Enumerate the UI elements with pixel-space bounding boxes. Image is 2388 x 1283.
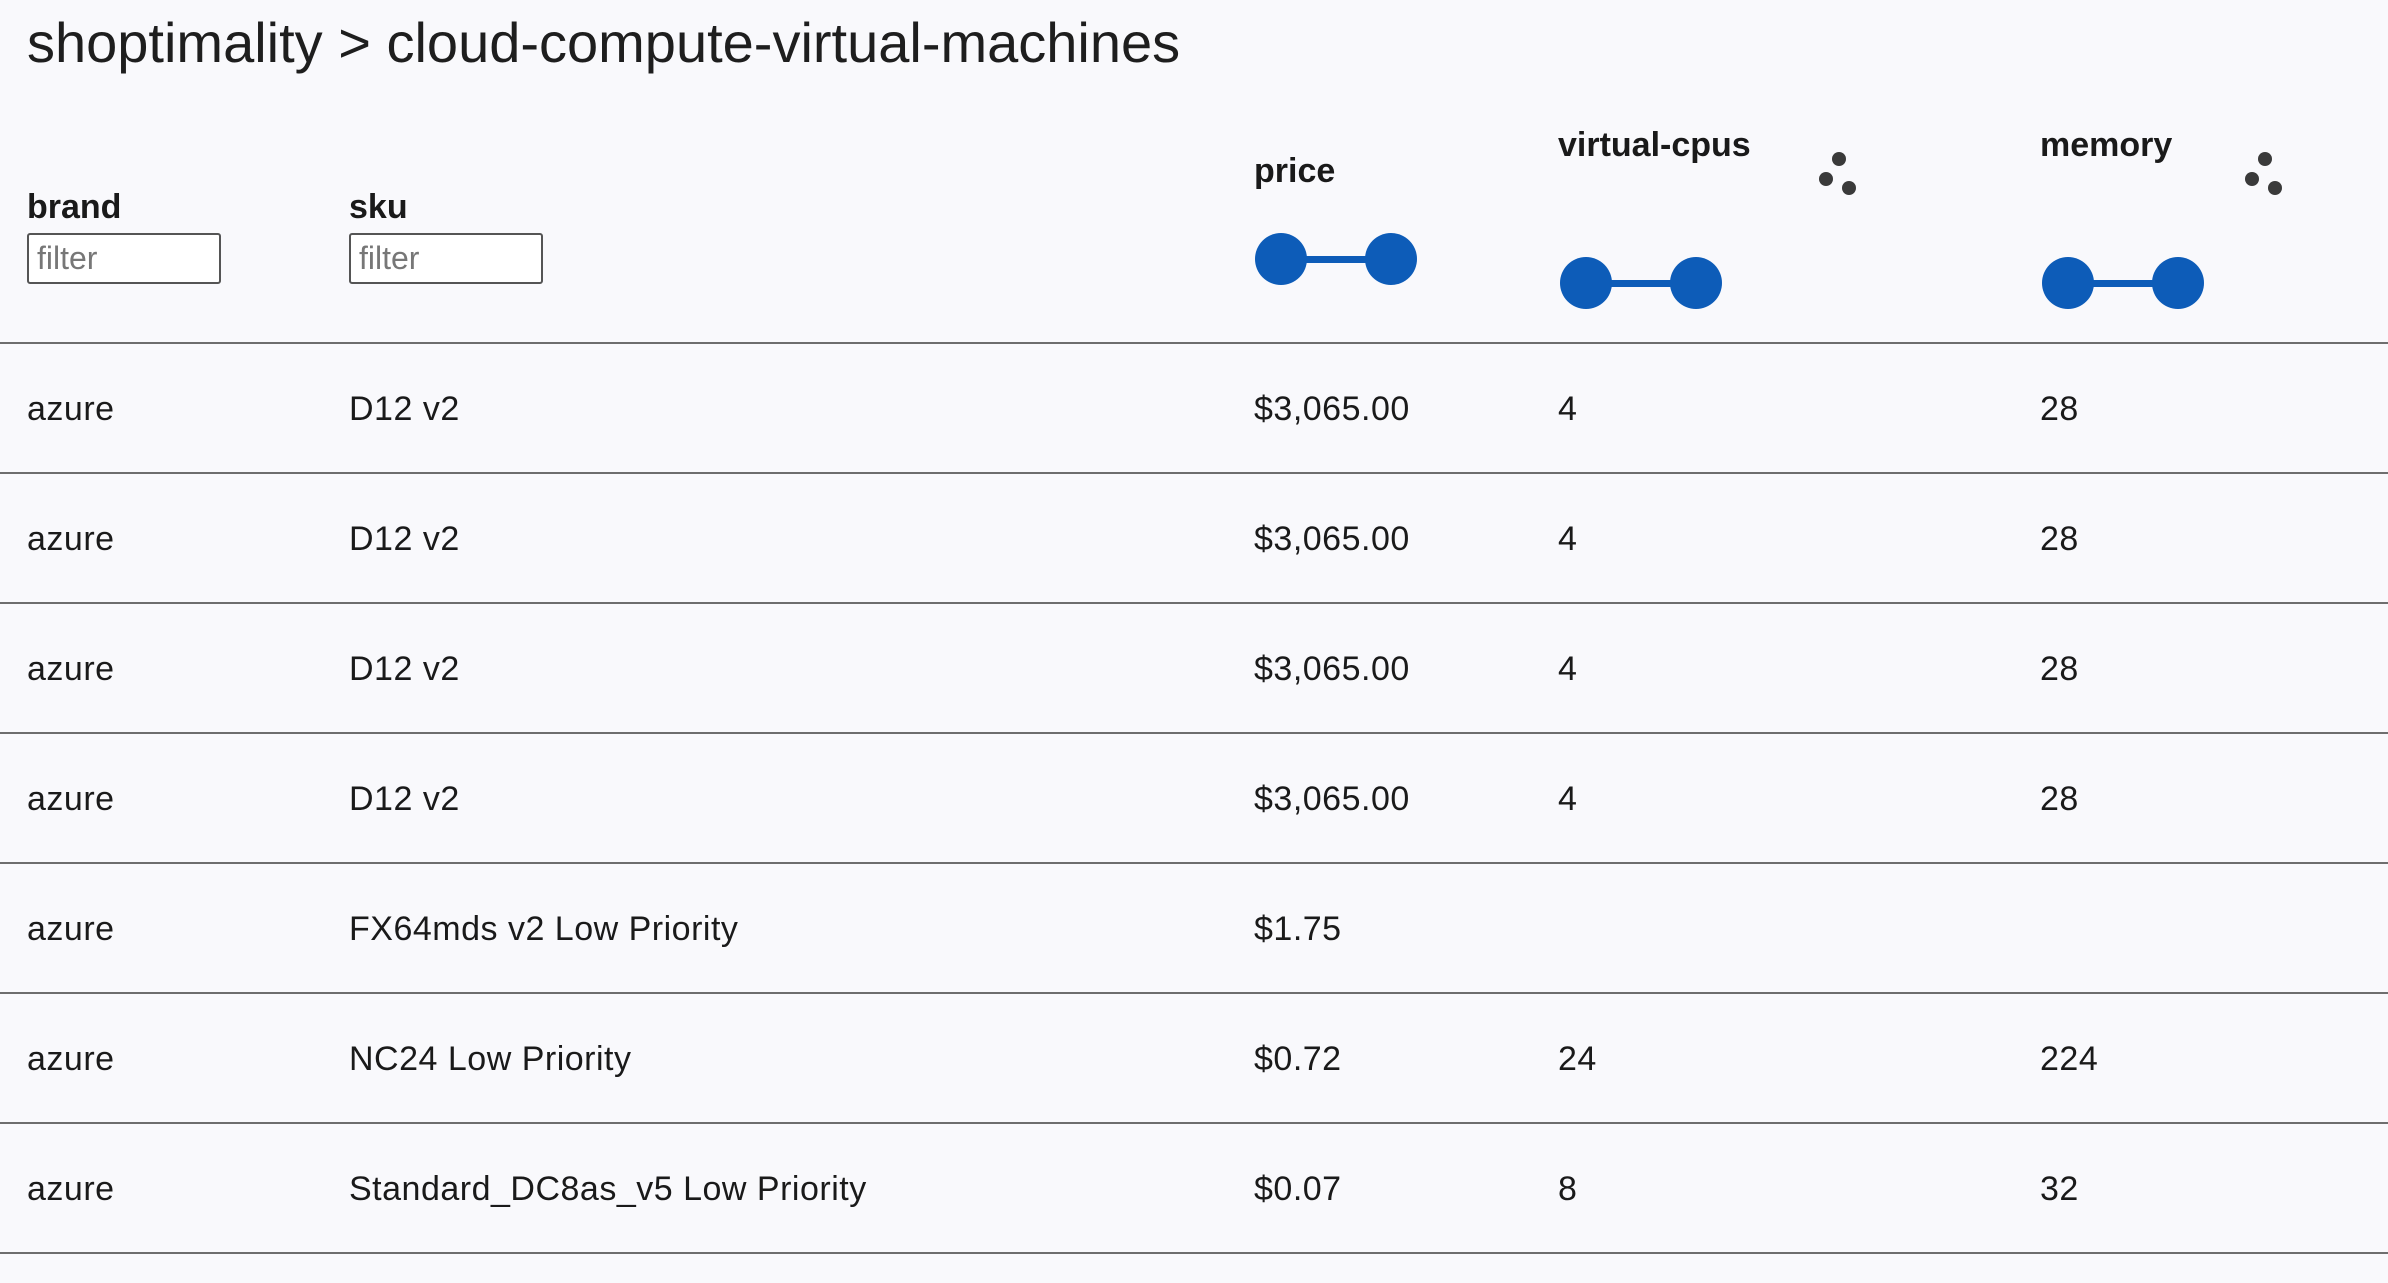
price-range-min-handle[interactable] xyxy=(1255,233,1307,285)
price-cell: $3,065.00 xyxy=(1254,650,1410,688)
price-cell: $0.72 xyxy=(1254,1040,1342,1078)
brand-cell: azure xyxy=(27,780,115,818)
table-header: brand sku price virtual-cpus memory xyxy=(0,100,2388,344)
price-range-slider[interactable] xyxy=(1255,233,1417,285)
memory-range-max-handle[interactable] xyxy=(2152,257,2204,309)
sku-cell: FX64mds v2 Low Priority xyxy=(349,910,739,948)
sku-cell: D12 v2 xyxy=(349,780,460,818)
table-row[interactable]: azure NC24 Low Priority $0.72 24 224 xyxy=(0,994,2388,1124)
column-header-sku: sku xyxy=(349,188,408,226)
brand-cell: azure xyxy=(27,910,115,948)
virtual-cpus-cell: 4 xyxy=(1558,390,1578,428)
price-cell: $1.75 xyxy=(1254,910,1342,948)
memory-cell: 28 xyxy=(2040,390,2079,428)
sku-cell: Standard_DC8as_v5 Low Priority xyxy=(349,1170,867,1208)
table-row[interactable]: azure D12 v2 $3,065.00 4 28 xyxy=(0,344,2388,474)
table-row[interactable]: azure D12 v2 $3,065.00 4 28 xyxy=(0,734,2388,864)
table-row[interactable]: azure D12 v2 $3,065.00 4 28 xyxy=(0,474,2388,604)
brand-cell: azure xyxy=(27,1040,115,1078)
virtual-cpus-cell: 24 xyxy=(1558,1040,1597,1078)
virtual-cpus-cell: 8 xyxy=(1558,1170,1578,1208)
virtual-cpus-range-min-handle[interactable] xyxy=(1560,257,1612,309)
memory-cell: 32 xyxy=(2040,1170,2079,1208)
memory-range-track xyxy=(2068,280,2178,287)
price-range-max-handle[interactable] xyxy=(1365,233,1417,285)
price-cell: $3,065.00 xyxy=(1254,390,1410,428)
memory-range-slider[interactable] xyxy=(2042,257,2204,309)
sku-cell: D12 v2 xyxy=(349,390,460,428)
sku-cell: NC24 Low Priority xyxy=(349,1040,632,1078)
memory-cell: 28 xyxy=(2040,780,2079,818)
virtual-cpus-range-slider[interactable] xyxy=(1560,257,1722,309)
column-header-brand: brand xyxy=(27,188,122,226)
memory-scatter-plot-icon[interactable] xyxy=(2244,150,2286,200)
brand-cell: azure xyxy=(27,1170,115,1208)
column-header-memory: memory xyxy=(2040,126,2173,164)
memory-cell: 28 xyxy=(2040,520,2079,558)
memory-cell: 224 xyxy=(2040,1040,2099,1078)
brand-cell: azure xyxy=(27,520,115,558)
column-header-virtual-cpus: virtual-cpus xyxy=(1558,126,1751,164)
table-row[interactable]: azure FX64mds v2 Low Priority $1.75 xyxy=(0,864,2388,994)
brand-cell: azure xyxy=(27,390,115,428)
brand-cell: azure xyxy=(27,650,115,688)
sku-filter-input[interactable] xyxy=(349,233,543,284)
price-cell: $3,065.00 xyxy=(1254,520,1410,558)
table-body: azure D12 v2 $3,065.00 4 28 azure D12 v2… xyxy=(0,344,2388,1254)
price-cell: $0.07 xyxy=(1254,1170,1342,1208)
table-row[interactable]: azure Standard_DC8as_v5 Low Priority $0.… xyxy=(0,1124,2388,1254)
memory-range-min-handle[interactable] xyxy=(2042,257,2094,309)
column-header-price: price xyxy=(1254,152,1336,190)
sku-cell: D12 v2 xyxy=(349,520,460,558)
price-range-track xyxy=(1281,256,1391,263)
virtual-cpus-scatter-plot-icon[interactable] xyxy=(1818,150,1860,200)
table-row[interactable]: azure D12 v2 $3,065.00 4 28 xyxy=(0,604,2388,734)
price-cell: $3,065.00 xyxy=(1254,780,1410,818)
memory-cell: 28 xyxy=(2040,650,2079,688)
virtual-cpus-cell: 4 xyxy=(1558,520,1578,558)
sku-cell: D12 v2 xyxy=(349,650,460,688)
brand-filter-input[interactable] xyxy=(27,233,221,284)
virtual-cpus-range-max-handle[interactable] xyxy=(1670,257,1722,309)
virtual-cpus-cell: 4 xyxy=(1558,650,1578,688)
virtual-cpus-range-track xyxy=(1586,280,1696,287)
virtual-cpus-cell: 4 xyxy=(1558,780,1578,818)
page-title: shoptimality > cloud-compute-virtual-mac… xyxy=(27,11,1181,74)
